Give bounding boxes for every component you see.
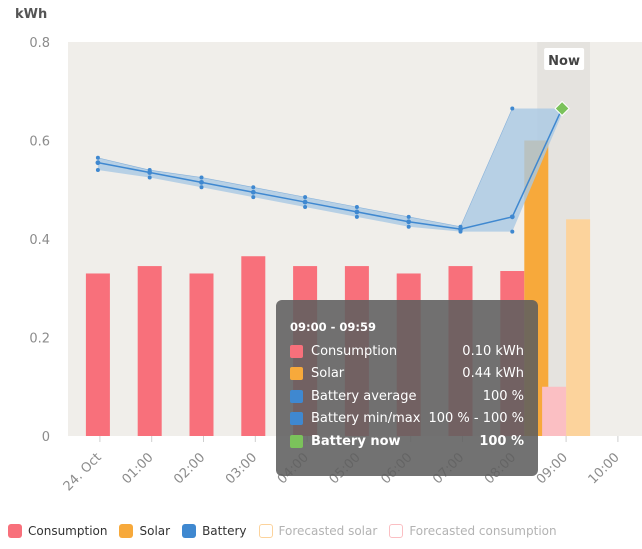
solar-swatch-icon: [290, 367, 303, 381]
battery-max-point: [95, 155, 100, 160]
y-tick-label: 0.4: [29, 233, 50, 248]
battery-average-point: [95, 160, 101, 166]
legend-item-solar[interactable]: Solar: [119, 524, 170, 538]
battery-average-line: [97, 108, 563, 230]
battery-min-point: [95, 168, 100, 173]
y-axis-unit: kWh: [15, 7, 47, 22]
legend-item-forecasted-solar[interactable]: Forecasted solar: [258, 524, 378, 538]
tooltip-title: 09:00 - 09:59: [290, 320, 376, 334]
consumption-bar: [189, 273, 214, 436]
battery-max-point: [199, 175, 204, 180]
tooltip-value: 0.10 kWh: [462, 343, 524, 359]
tooltip-value: 0.44 kWh: [462, 366, 524, 382]
battery-min-point: [510, 229, 515, 234]
y-tick-label: 0.8: [29, 36, 50, 51]
legend-label: Forecasted consumption: [409, 524, 557, 538]
battery-max-point: [303, 195, 308, 200]
battery-average-point: [406, 219, 412, 225]
battery-max-point: [406, 214, 411, 219]
forecasted-consumption-swatch-icon: [389, 524, 404, 538]
chart-tooltip: 09:00 - 09:59 Consumption 0.10 kWh Solar…: [276, 300, 538, 476]
battery-swatch-icon: [290, 412, 303, 426]
battery-max-point: [354, 204, 359, 209]
tooltip-row-consumption: Consumption 0.10 kWh: [290, 340, 524, 363]
battery-average-point: [250, 189, 256, 195]
tooltip-row-battery-minmax: Battery min/max 100 % - 100 %: [290, 408, 524, 431]
battery-average-point: [354, 209, 360, 215]
tooltip-label: Solar: [311, 366, 345, 382]
forecast-consumption-bar: [542, 386, 567, 436]
battery-now-marker: [554, 100, 570, 117]
tooltip-row-battery-now: Battery now 100 %: [290, 430, 524, 453]
tooltip-label: Battery now: [311, 433, 401, 449]
x-tick-label: 03:00: [223, 450, 260, 487]
legend-item-forecasted-consumption[interactable]: Forecasted consumption: [389, 524, 557, 538]
tooltip-value: 100 %: [482, 388, 524, 404]
battery-min-point: [458, 229, 463, 234]
y-tick-label: 0: [42, 430, 50, 445]
x-tick-label: 24. Oct: [61, 450, 105, 494]
battery-min-point: [303, 204, 308, 209]
tooltip-value: 100 %: [479, 433, 524, 449]
legend-item-battery[interactable]: Battery: [182, 524, 247, 538]
consumption-bar: [85, 273, 110, 436]
battery-min-point: [406, 224, 411, 229]
battery-max-point: [251, 185, 256, 190]
battery-max-point: [510, 106, 515, 111]
x-tick-label: 10:00: [586, 450, 623, 487]
battery-swatch-icon: [290, 389, 303, 403]
battery-average-point: [302, 199, 308, 205]
battery-max-point: [458, 224, 463, 229]
tooltip-value: 100 % - 100 %: [428, 411, 524, 427]
y-tick-label: 0.6: [29, 135, 50, 150]
now-label: Now: [548, 54, 580, 69]
chart-legend: Consumption Solar Battery Forecasted sol…: [8, 521, 569, 541]
tooltip-row-solar: Solar 0.44 kWh: [290, 363, 524, 386]
battery-now-swatch-icon: [290, 434, 303, 448]
forecast-solar-bar: [566, 219, 591, 436]
tooltip-label: Battery min/max: [311, 411, 421, 427]
now-label-box: [544, 48, 585, 70]
consumption-bar: [137, 266, 162, 436]
battery-average-point: [199, 179, 204, 185]
forecasted-solar-swatch-icon: [258, 524, 273, 538]
x-tick-label: 09:00: [534, 450, 571, 487]
tooltip-row-battery-average: Battery average 100 %: [290, 385, 524, 408]
battery-min-point: [199, 185, 204, 190]
tooltip-label: Consumption: [311, 343, 398, 359]
battery-min-point: [354, 214, 359, 219]
legend-label: Solar: [139, 524, 171, 538]
legend-label: Consumption: [28, 524, 108, 538]
battery-swatch-icon: [182, 524, 197, 538]
y-tick-label: 0.2: [29, 332, 50, 347]
legend-label: Battery: [202, 524, 247, 538]
battery-average-point: [509, 214, 515, 220]
x-tick-label: 02:00: [171, 450, 208, 487]
consumption-swatch-icon: [290, 344, 303, 358]
x-tick-label: 01:00: [119, 450, 156, 487]
consumption-swatch-icon: [8, 524, 22, 538]
legend-item-consumption[interactable]: Consumption: [8, 524, 107, 538]
battery-min-point: [147, 175, 152, 180]
solar-swatch-icon: [119, 524, 134, 538]
legend-label: Forecasted solar: [278, 524, 378, 538]
battery-min-point: [251, 195, 256, 200]
consumption-bar: [241, 256, 266, 436]
battery-max-point: [147, 168, 152, 173]
tooltip-label: Battery average: [311, 388, 417, 404]
